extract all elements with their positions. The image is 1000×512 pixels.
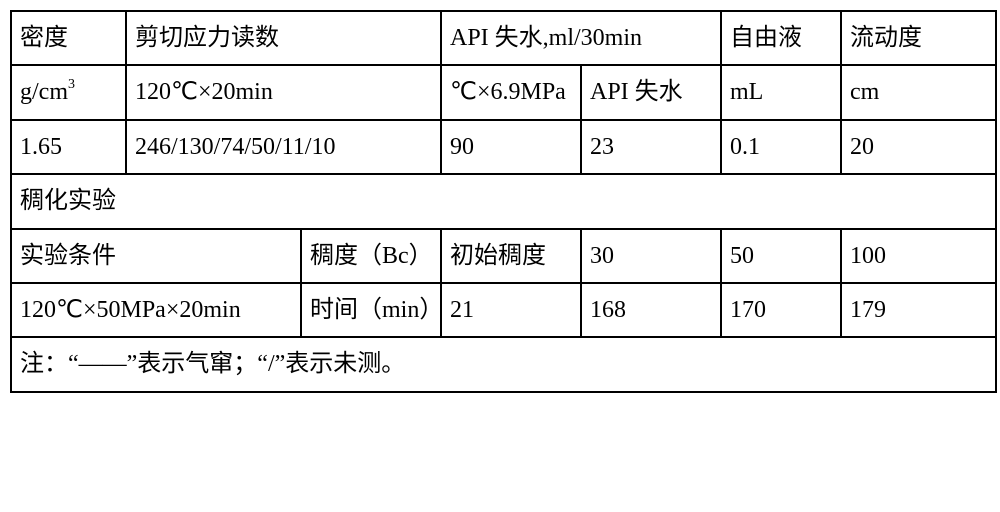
unit-api-b: API 失水 [581,65,721,119]
val-api-b: 23 [581,120,721,174]
data-table: 密度 剪切应力读数 API 失水,ml/30min 自由液 流动度 g/cm3 … [10,10,997,393]
header-freeliq: 自由液 [721,11,841,65]
exp-header-init: 初始稠度 [441,229,581,283]
unit-density-pre: g/cm [20,79,68,105]
unit-density-sup: 3 [68,77,75,92]
table-row: 稠化实验 [11,174,996,228]
exp-header-bc: 稠度（Bc） [301,229,441,283]
exp-v-50: 170 [721,283,841,337]
table-row: 1.65 246/130/74/50/11/10 90 23 0.1 20 [11,120,996,174]
unit-flow: cm [841,65,996,119]
header-density: 密度 [11,11,126,65]
val-shear: 246/130/74/50/11/10 [126,120,441,174]
exp-header-50: 50 [721,229,841,283]
unit-freeliq: mL [721,65,841,119]
exp-cond: 120℃×50MPa×20min [11,283,301,337]
exp-v-100: 179 [841,283,996,337]
section-title: 稠化实验 [11,174,996,228]
header-shear: 剪切应力读数 [126,11,441,65]
exp-v-30: 168 [581,283,721,337]
unit-api-a: ℃×6.9MPa [441,65,581,119]
header-flow: 流动度 [841,11,996,65]
table-row: 密度 剪切应力读数 API 失水,ml/30min 自由液 流动度 [11,11,996,65]
val-api-a: 90 [441,120,581,174]
header-api: API 失水,ml/30min [441,11,721,65]
table-row: 实验条件 稠度（Bc） 初始稠度 30 50 100 [11,229,996,283]
exp-header-100: 100 [841,229,996,283]
unit-shear: 120℃×20min [126,65,441,119]
val-freeliq: 0.1 [721,120,841,174]
exp-header-cond: 实验条件 [11,229,301,283]
val-flow: 20 [841,120,996,174]
exp-header-30: 30 [581,229,721,283]
footnote: 注：“——”表示气窜；“/”表示未测。 [11,337,996,391]
table-row: 注：“——”表示气窜；“/”表示未测。 [11,337,996,391]
exp-v-init: 21 [441,283,581,337]
table-row: g/cm3 120℃×20min ℃×6.9MPa API 失水 mL cm [11,65,996,119]
val-density: 1.65 [11,120,126,174]
table-row: 120℃×50MPa×20min 时间（min） 21 168 170 179 [11,283,996,337]
exp-time-label: 时间（min） [301,283,441,337]
unit-density: g/cm3 [11,65,126,119]
